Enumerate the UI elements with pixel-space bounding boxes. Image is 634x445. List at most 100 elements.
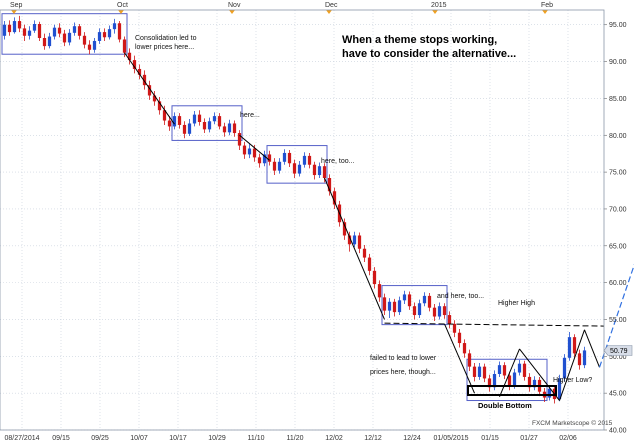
last-price-tag [603, 345, 633, 356]
month-label: Oct [117, 2, 128, 9]
y-tick-label: 75.00 [609, 170, 627, 177]
higher-high-note: Higher High [498, 300, 535, 307]
double-bottom-leg-3 [559, 329, 585, 401]
candle-body [287, 152, 292, 164]
candle-body [402, 294, 407, 301]
consolidation-box [1, 13, 128, 55]
candle-body [212, 116, 217, 122]
candle-body [442, 306, 447, 316]
y-tick-label: 50.00 [609, 354, 627, 361]
failed-note: prices here, though... [370, 369, 436, 376]
consolidation-boxes [1, 13, 548, 402]
candle-body [52, 27, 57, 37]
y-tick-label: 70.00 [609, 206, 627, 213]
candle-body [222, 126, 227, 133]
candle-body [357, 235, 362, 249]
double-bottom-leg-4 [584, 329, 600, 368]
y-tick-label: 55.00 [609, 317, 627, 324]
candle-body [327, 178, 332, 192]
candle-body [567, 337, 572, 358]
candle-body [87, 44, 92, 50]
candle-body [7, 24, 12, 33]
candle-body [522, 363, 527, 377]
month-marker [118, 10, 124, 14]
here-too-note: here, too... [321, 158, 355, 165]
double-bottom-box [467, 385, 557, 396]
candle-body [417, 303, 422, 316]
candle-body [227, 123, 232, 133]
y-tick-label: 40.00 [609, 428, 627, 435]
candle-body [157, 101, 162, 111]
candle-body [407, 294, 412, 307]
candle-body [477, 366, 482, 377]
candle-body [467, 353, 472, 367]
candle-body [482, 366, 487, 379]
here-note: here... [240, 112, 260, 119]
month-marker [542, 10, 548, 14]
month-label: 2015 [431, 2, 447, 9]
candle-body [192, 114, 197, 124]
downtrend-line-4 [444, 323, 475, 394]
headline-line-2: have to consider the alternative... [342, 48, 516, 60]
x-tick-label: 11/10 [248, 435, 265, 442]
candle-body [282, 152, 287, 162]
consolidation-note: lower prices here... [135, 44, 194, 51]
candle-body [237, 133, 242, 146]
candle-body [182, 124, 187, 134]
candle-body [217, 116, 222, 127]
month-label: Dec [325, 2, 338, 9]
candle-body [512, 372, 517, 386]
candle-body [252, 148, 257, 158]
candle-body [92, 40, 97, 50]
candle-body [462, 343, 467, 354]
candle-body [77, 26, 82, 36]
candle-body [372, 270, 377, 285]
x-tick-label: 12/02 [325, 435, 343, 442]
x-tick-label: 09/25 [91, 435, 109, 442]
candle-body [262, 154, 267, 164]
candle-body [102, 32, 107, 38]
consolidation-box [466, 358, 548, 402]
x-tick-label: 10/17 [169, 435, 187, 442]
resistance-line [384, 322, 605, 327]
candle-body [557, 378, 562, 400]
candle-body [117, 23, 122, 40]
candle-body [532, 379, 537, 388]
candle-body [62, 33, 67, 43]
plot-frame [0, 9, 605, 431]
candle-body [577, 353, 582, 366]
candle-body [527, 376, 532, 388]
candle-body [162, 110, 167, 121]
candle-body [312, 164, 317, 176]
downtrend-line-1 [124, 52, 175, 125]
y-tick-label: 90.00 [609, 59, 627, 66]
candle-body [317, 166, 322, 176]
candle-body [67, 32, 72, 43]
consolidation-note: Consolidation led to [135, 35, 197, 42]
candle-body [362, 248, 367, 258]
candle-body [112, 23, 117, 30]
candle-body [497, 365, 502, 374]
candle-body [387, 301, 392, 311]
candle-body [147, 85, 152, 96]
candle-body [107, 29, 112, 38]
candle-body [392, 301, 397, 313]
candle-body [432, 307, 437, 317]
candle-body [82, 35, 87, 45]
x-tick-label: 11/20 [287, 435, 304, 442]
and-here-too-note: and here, too... [437, 293, 484, 300]
candle-body [167, 120, 172, 127]
candle-body [447, 315, 452, 324]
axes: 95.00 90.00 85.00 80.00 75.00 70.00 65.00 60.00… [0, 2, 627, 442]
candle-body [492, 374, 497, 388]
candle-body [207, 121, 212, 130]
month-label: Nov [228, 2, 241, 9]
month-marker [326, 10, 332, 14]
candle-body [342, 222, 347, 236]
candle-body [412, 306, 417, 316]
candle-body [152, 95, 157, 102]
candle-body [322, 166, 327, 178]
x-tick-label: 08/27/2014 [4, 435, 39, 442]
candle-body [187, 123, 192, 134]
